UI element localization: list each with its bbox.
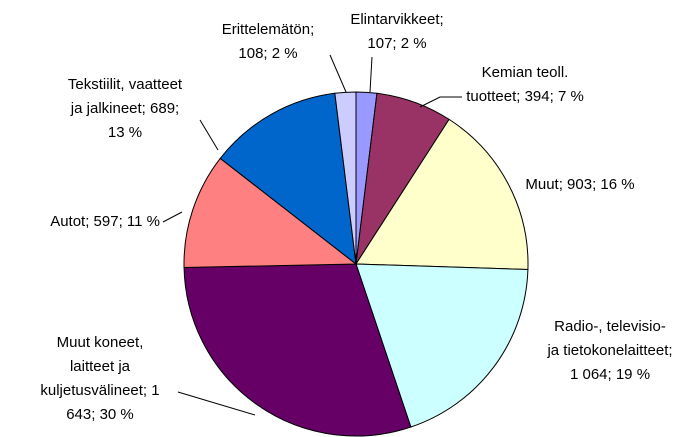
data-label: 643; 30 % <box>66 406 134 423</box>
pie-slice <box>334 91 357 265</box>
data-label: Kemian teoll. <box>482 64 569 81</box>
pie-slice <box>355 118 529 270</box>
leader-line <box>199 119 219 151</box>
pie-slice <box>183 263 412 437</box>
leader-line <box>419 96 462 108</box>
pie-slice <box>355 263 529 428</box>
data-label: 107; 2 % <box>367 35 426 52</box>
data-label: 108; 2 % <box>238 45 297 62</box>
data-label: Tekstiilit, vaatteet <box>68 76 183 93</box>
pie-slice <box>219 92 357 266</box>
data-label: kuljetusvälineet; 1 <box>40 382 159 399</box>
data-label: Muut koneet, <box>57 334 144 351</box>
data-label: laitteet ja <box>70 358 131 375</box>
data-label: Autot; 597; 11 % <box>50 213 160 230</box>
data-label: 13 % <box>108 124 142 141</box>
leader-line <box>369 56 373 93</box>
pie-slice <box>183 157 358 268</box>
data-label: Radio-, televisio- <box>554 318 666 335</box>
data-label: ja tietokonelaitteet; <box>546 342 672 359</box>
data-label: Erittelemätön; <box>222 21 315 38</box>
leader-line <box>162 211 183 223</box>
data-label: tuotteet; 394; 7 % <box>466 88 584 105</box>
leader-line <box>177 391 256 416</box>
leader-line <box>329 54 347 93</box>
data-label: Elintarvikkeet; <box>350 11 443 28</box>
data-label: ja jalkineet; 689; <box>70 100 179 117</box>
data-label: Muut; 903; 16 % <box>525 176 634 193</box>
data-label: 1 064; 19 % <box>570 366 650 383</box>
